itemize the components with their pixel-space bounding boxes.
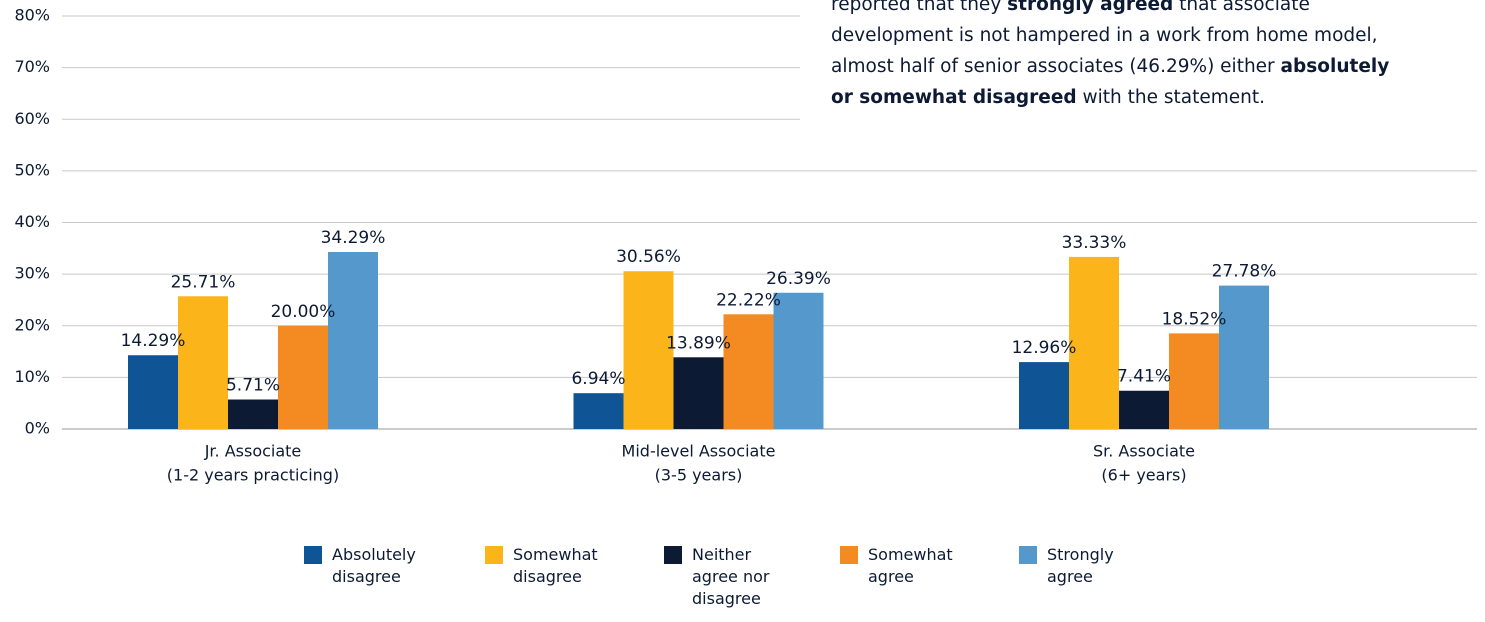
annotation-text: or somewhat disagreed — [831, 87, 1077, 108]
bar — [228, 399, 278, 429]
legend-label: Somewhat agree — [868, 545, 953, 586]
legend-swatch — [840, 546, 858, 564]
data-label: 33.33% — [1062, 233, 1127, 253]
y-tick-label: 10% — [14, 367, 50, 386]
y-tick-label: 70% — [14, 57, 50, 76]
data-label: 25.71% — [171, 272, 236, 292]
legend-swatch — [664, 546, 682, 564]
annotation-text: reported that they — [831, 0, 1007, 15]
data-label: 22.22% — [716, 290, 781, 310]
bar — [1169, 333, 1219, 429]
data-label: 5.71% — [226, 376, 280, 396]
legend-swatch — [1019, 546, 1037, 564]
y-tick-label: 50% — [14, 160, 50, 179]
annotation-text: that associate — [1173, 0, 1310, 15]
data-label: 20.00% — [271, 302, 336, 322]
legend-swatch — [485, 546, 503, 564]
bar — [128, 355, 178, 429]
bar — [1019, 362, 1069, 429]
annotation-box — [800, 0, 1485, 126]
y-tick-label: 30% — [14, 264, 50, 283]
legend-swatch — [304, 546, 322, 564]
annotation-text: strongly agreed — [1007, 0, 1173, 15]
annotation: reported that they strongly agreed that … — [831, 0, 1310, 15]
x-tick-label: Jr. Associate — [204, 442, 302, 461]
bar — [1119, 390, 1169, 429]
y-tick-label: 60% — [14, 109, 50, 128]
legend-label: Strongly agree — [1047, 545, 1114, 586]
data-label: 7.41% — [1117, 367, 1171, 387]
legend-label: Somewhat disagree — [513, 545, 598, 586]
bar — [723, 314, 774, 429]
legend: Absolutely disagree Somewhat disagree Neit… — [0, 544, 1485, 614]
data-label: 34.29% — [321, 228, 386, 248]
x-tick-label: (3-5 years) — [655, 466, 743, 485]
bar — [623, 271, 674, 429]
annotation-text: development is not hampered in a work fr… — [831, 25, 1378, 46]
annotation: development is not hampered in a work fr… — [831, 25, 1378, 46]
bar — [278, 325, 328, 429]
y-tick-label: 40% — [14, 212, 50, 231]
bar — [178, 296, 228, 429]
data-label: 26.39% — [766, 269, 831, 289]
bar — [328, 251, 378, 429]
data-label: 30.56% — [616, 247, 681, 267]
y-tick-label: 20% — [14, 315, 50, 334]
annotation-text: absolutely — [1281, 56, 1390, 77]
data-label: 13.89% — [666, 333, 731, 353]
legend-label: Absolutely disagree — [332, 545, 416, 586]
bar — [573, 393, 624, 429]
data-label: 27.78% — [1212, 262, 1277, 282]
y-tick-label: 80% — [14, 6, 50, 25]
x-tick-label: (6+ years) — [1101, 466, 1186, 485]
annotation: or somewhat disagreed with the statement… — [831, 87, 1265, 108]
bar — [1069, 256, 1119, 429]
bar — [673, 357, 724, 429]
data-label: 6.94% — [571, 369, 625, 389]
annotation-text: almost half of senior associates (46.29%… — [831, 56, 1281, 77]
x-tick-label: (1-2 years practicing) — [167, 466, 339, 485]
data-label: 12.96% — [1012, 338, 1077, 358]
annotation: almost half of senior associates (46.29%… — [831, 56, 1389, 77]
annotation-text: with the statement. — [1077, 87, 1265, 108]
bar — [773, 292, 824, 429]
x-tick-label: Sr. Associate — [1093, 442, 1195, 461]
y-tick-label: 0% — [25, 419, 50, 438]
data-label: 14.29% — [121, 331, 186, 351]
x-tick-label: Mid-level Associate — [622, 442, 776, 461]
legend-label: Neither agree nor disagree — [692, 545, 770, 608]
data-label: 18.52% — [1162, 309, 1227, 329]
bar — [1219, 285, 1269, 429]
